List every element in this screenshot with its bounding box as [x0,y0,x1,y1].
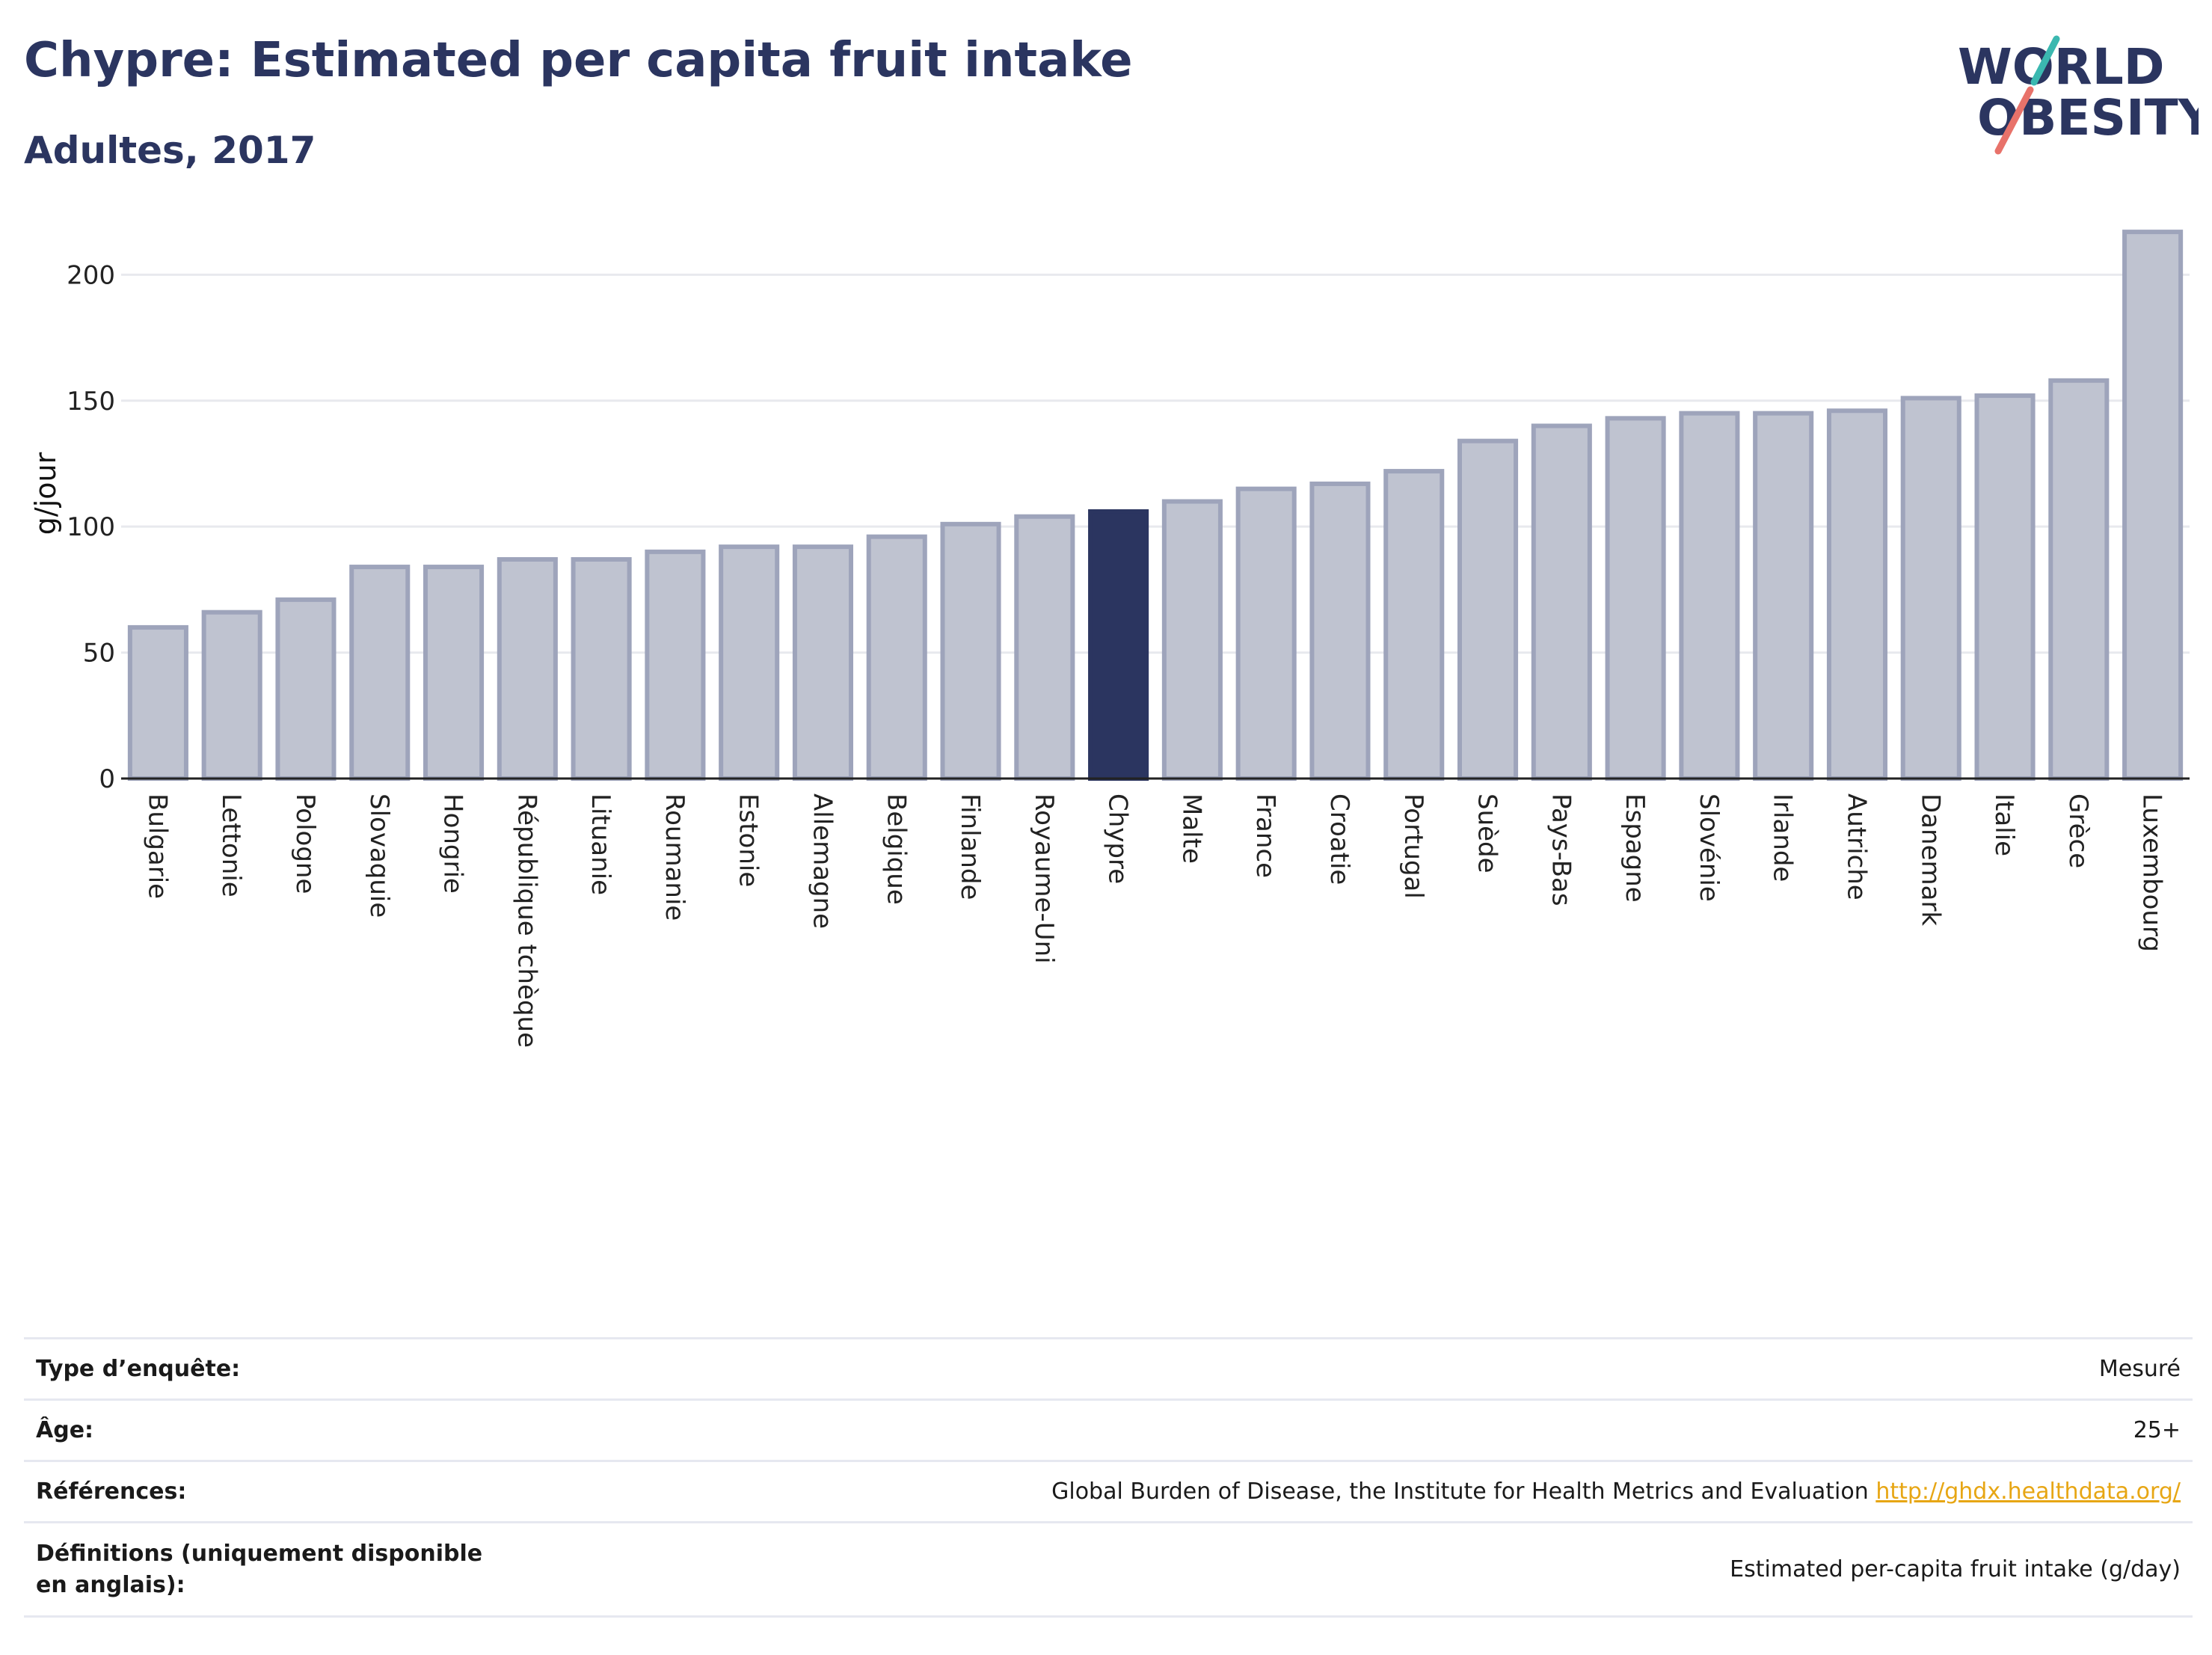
x-category-label: Bulgarie [142,793,172,899]
logo-line1: WORLD [1958,38,2165,96]
bar-roumanie [645,549,706,781]
y-tick-label: 200 [67,260,115,290]
bar-chart: 0 50 100 150 200 Bulgarie Lettonie Pologne Slov… [29,230,2190,1048]
bar-pologne [275,597,337,781]
chart-subtitle: Adultes, 2017 [24,129,316,172]
bar-italie [1974,393,2036,781]
bar-république-tchèque [497,556,558,782]
x-category-label: Pologne [290,793,320,894]
x-category-label: Royaume-Uni [1029,793,1059,964]
bar-belgique [866,534,927,781]
x-category-label: Pays-Bas [1546,793,1576,906]
x-category-label: Hongrie [438,793,468,894]
x-category-label: République tchèque [511,793,541,1048]
bar-espagne [1605,416,1666,781]
bar-hongrie [423,565,485,782]
x-category-label: Portugal [1398,793,1428,899]
bar-allemagne [792,544,854,781]
info-row-age: Âge: 25+ [24,1398,2193,1461]
x-category-label: France [1250,793,1280,878]
bar-finlande [940,521,1001,782]
info-row-survey-type: Type d’enquête: Mesuré [24,1337,2193,1400]
info-row-definitions: Définitions (uniquement disponible en an… [24,1521,2193,1618]
x-category-label: Roumanie [660,793,689,921]
info-table: Type d’enquête: Mesuré Âge: 25+ Référenc… [24,1337,2193,1618]
bar-croatie [1309,481,1371,781]
x-category-label: Luxembourg [2137,793,2167,952]
x-category-label: Italie [1989,793,2019,856]
x-category-label: Belgique [881,793,911,905]
info-value: Mesuré [526,1337,2193,1400]
info-value: Estimated per-capita fruit intake (g/day… [526,1521,2193,1618]
y-tick-label: 150 [67,387,115,417]
info-value: 25+ [526,1398,2193,1461]
bar-pays-bas [1531,423,1592,781]
y-tick-label: 0 [99,764,115,794]
info-row-references: Références: Global Burden of Disease, th… [24,1460,2193,1523]
y-tick-label: 100 [67,512,115,542]
info-value-references: Global Burden of Disease, the Institute … [526,1460,2193,1523]
bar-suède [1457,438,1519,781]
x-category-label: Malte [1176,793,1206,864]
bar-slovénie [1679,411,1740,781]
x-category-label: Lettonie [216,793,246,897]
x-category-label: Danemark [1915,793,1945,926]
world-obesity-logo: WORLD OBESITY [1958,35,2199,155]
x-category-label: Suède [1472,793,1502,873]
x-category-label: Slovénie [1694,793,1724,902]
x-category-label: Lituanie [586,793,615,895]
bar-danemark [1900,396,1961,781]
x-category-label: Slovaquie [364,793,394,918]
x-axis-categories: Bulgarie Lettonie Pologne Slovaquie Hongrie R… [142,793,2166,1048]
reference-text: Global Burden of Disease, the Institute … [1051,1479,1869,1505]
x-category-label: Espagne [1620,793,1650,903]
bar-autriche [1826,408,1888,782]
info-label: Références: [24,1460,526,1523]
x-category-label: Estonie [734,793,764,887]
bar-lettonie [201,610,262,782]
y-axis-ticks: 0 50 100 150 200 [67,260,115,794]
y-tick-label: 50 [83,639,115,669]
x-category-label: Croatie [1324,793,1354,885]
x-category-label: Autriche [1841,793,1871,900]
bar-irlande [1753,411,1814,781]
bar-lituanie [571,556,632,782]
info-label: Âge: [24,1398,526,1461]
bar-malte [1161,499,1223,781]
x-category-label: Grèce [2063,793,2093,868]
y-axis-label: g/jour [29,452,62,535]
bar-slovaquie [349,565,411,782]
x-category-label: Finlande [955,793,985,900]
bar-france [1235,486,1297,782]
bar-grèce [2048,378,2110,781]
x-category-label: Irlande [1768,793,1798,882]
info-label: Type d’enquête: [24,1337,526,1400]
bar-royaume-uni [1014,514,1075,782]
x-category-label: Allemagne [807,793,837,929]
x-category-label: Chypre [1103,793,1133,884]
reference-link[interactable]: http://ghdx.healthdata.org/ [1875,1479,2181,1505]
bar-bulgarie [127,624,188,782]
bar-portugal [1383,469,1445,782]
bar-estonie [719,544,780,781]
chart-title: Chypre: Estimated per capita fruit intak… [24,33,1133,88]
bar-luxembourg [2122,230,2184,781]
bar-chypre [1088,509,1149,781]
info-label: Définitions (uniquement disponible en an… [24,1521,526,1618]
bars [121,230,2190,782]
